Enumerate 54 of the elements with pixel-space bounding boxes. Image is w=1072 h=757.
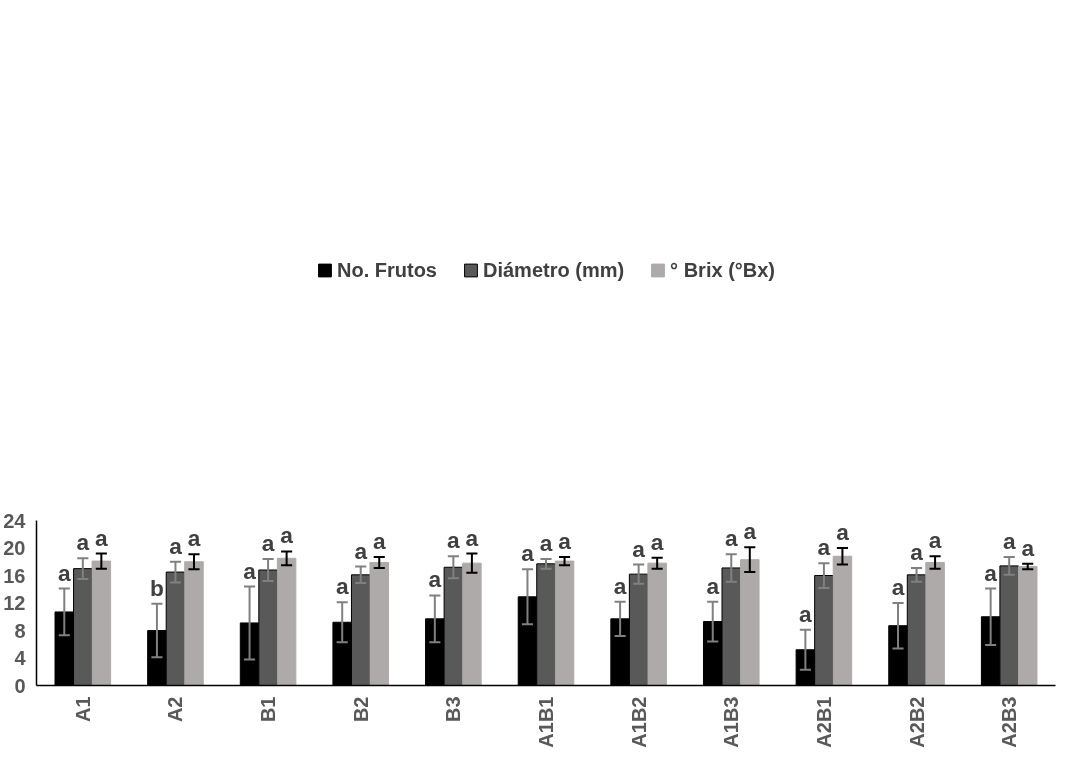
y-tick-label: 24 [3, 509, 27, 532]
annotation: a [57, 559, 71, 586]
y-tick-label: 0 [14, 674, 26, 697]
annotation: a [632, 535, 646, 562]
annotation: a [724, 525, 738, 552]
annotation: a [354, 537, 368, 564]
annotation: a [539, 530, 553, 556]
annotation: a [706, 572, 720, 599]
y-tick-label: 20 [3, 537, 26, 559]
annotation: a [76, 529, 90, 556]
annotation: a [428, 566, 442, 593]
annotation: a [521, 540, 535, 567]
x-tick-label: A2B2 [905, 696, 928, 748]
annotation: a [1021, 534, 1035, 561]
x-tick-label: A2B1 [812, 696, 835, 748]
annotation: a [799, 600, 813, 627]
annotation: a [261, 530, 275, 556]
annotation: a [243, 557, 257, 584]
annotation: a [984, 559, 998, 586]
x-tick-label: A2B3 [998, 696, 1021, 748]
annotation: a [335, 573, 349, 600]
x-tick-label: A2 [164, 696, 187, 723]
annotation: a [465, 524, 479, 551]
legend-label: ° Brix (°Bx) [670, 258, 776, 282]
x-tick-label: B2 [349, 696, 372, 723]
annotation: a [891, 574, 905, 600]
annotation: a [650, 528, 664, 555]
y-tick-label: 8 [14, 619, 26, 642]
annotation: b [150, 574, 164, 601]
x-tick-label: A1B3 [720, 696, 743, 748]
annotation: a [928, 527, 942, 554]
annotation: a [372, 527, 386, 554]
x-tick-label: A1B2 [627, 696, 650, 748]
annotation: a [447, 527, 461, 554]
legend-label: Diámetro (mm) [482, 258, 625, 282]
annotation: a [169, 532, 183, 559]
y-tick-label: 12 [3, 592, 26, 614]
annotation: a [1002, 527, 1016, 554]
annotation: a [187, 525, 201, 552]
legend-label: No. Frutos [336, 258, 437, 282]
y-tick-label: 16 [3, 564, 26, 587]
annotation: a [910, 538, 924, 565]
x-tick-label: A1 [71, 696, 94, 723]
annotation: a [836, 519, 850, 545]
annotation: a [613, 572, 627, 599]
annotation: a [743, 518, 757, 545]
annotation: a [817, 534, 831, 561]
x-tick-label: B1 [257, 696, 280, 723]
annotation: a [95, 524, 109, 551]
annotation: a [558, 527, 572, 554]
x-tick-label: A1B1 [535, 696, 557, 748]
annotation: a [280, 522, 294, 549]
x-tick-label: B3 [442, 696, 465, 723]
y-tick-label: 4 [14, 647, 27, 669]
